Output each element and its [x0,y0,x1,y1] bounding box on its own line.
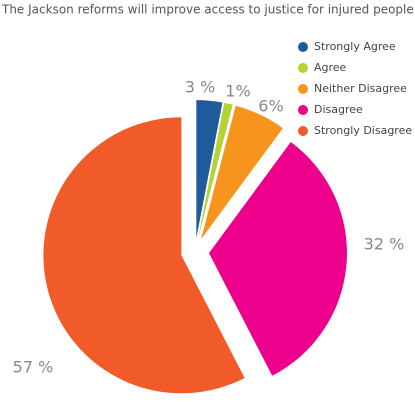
legend-marker [298,63,308,73]
data-label: 3 % [185,78,215,97]
pie-slice [198,102,233,239]
pie-slice [196,100,223,239]
data-label: 6% [258,97,283,116]
legend-marker [298,42,308,52]
chart-title: The Jackson reforms will improve access … [1,3,414,17]
legend-label: Agree [314,61,347,74]
legend-label: Disagree [314,103,363,116]
legend-label: Strongly Disagree [314,124,412,137]
data-label: 57 % [13,358,54,377]
data-label: 1% [225,82,250,101]
legend-marker [298,126,308,136]
data-label: 32 % [364,235,405,254]
legend-marker [298,84,308,94]
pie-slice [201,105,283,240]
pie-slice [208,141,347,376]
legend-label: Neither Disagree [314,82,407,95]
legend-marker [298,105,308,115]
legend-label: Strongly Agree [314,40,396,53]
pie-slice [43,117,245,394]
